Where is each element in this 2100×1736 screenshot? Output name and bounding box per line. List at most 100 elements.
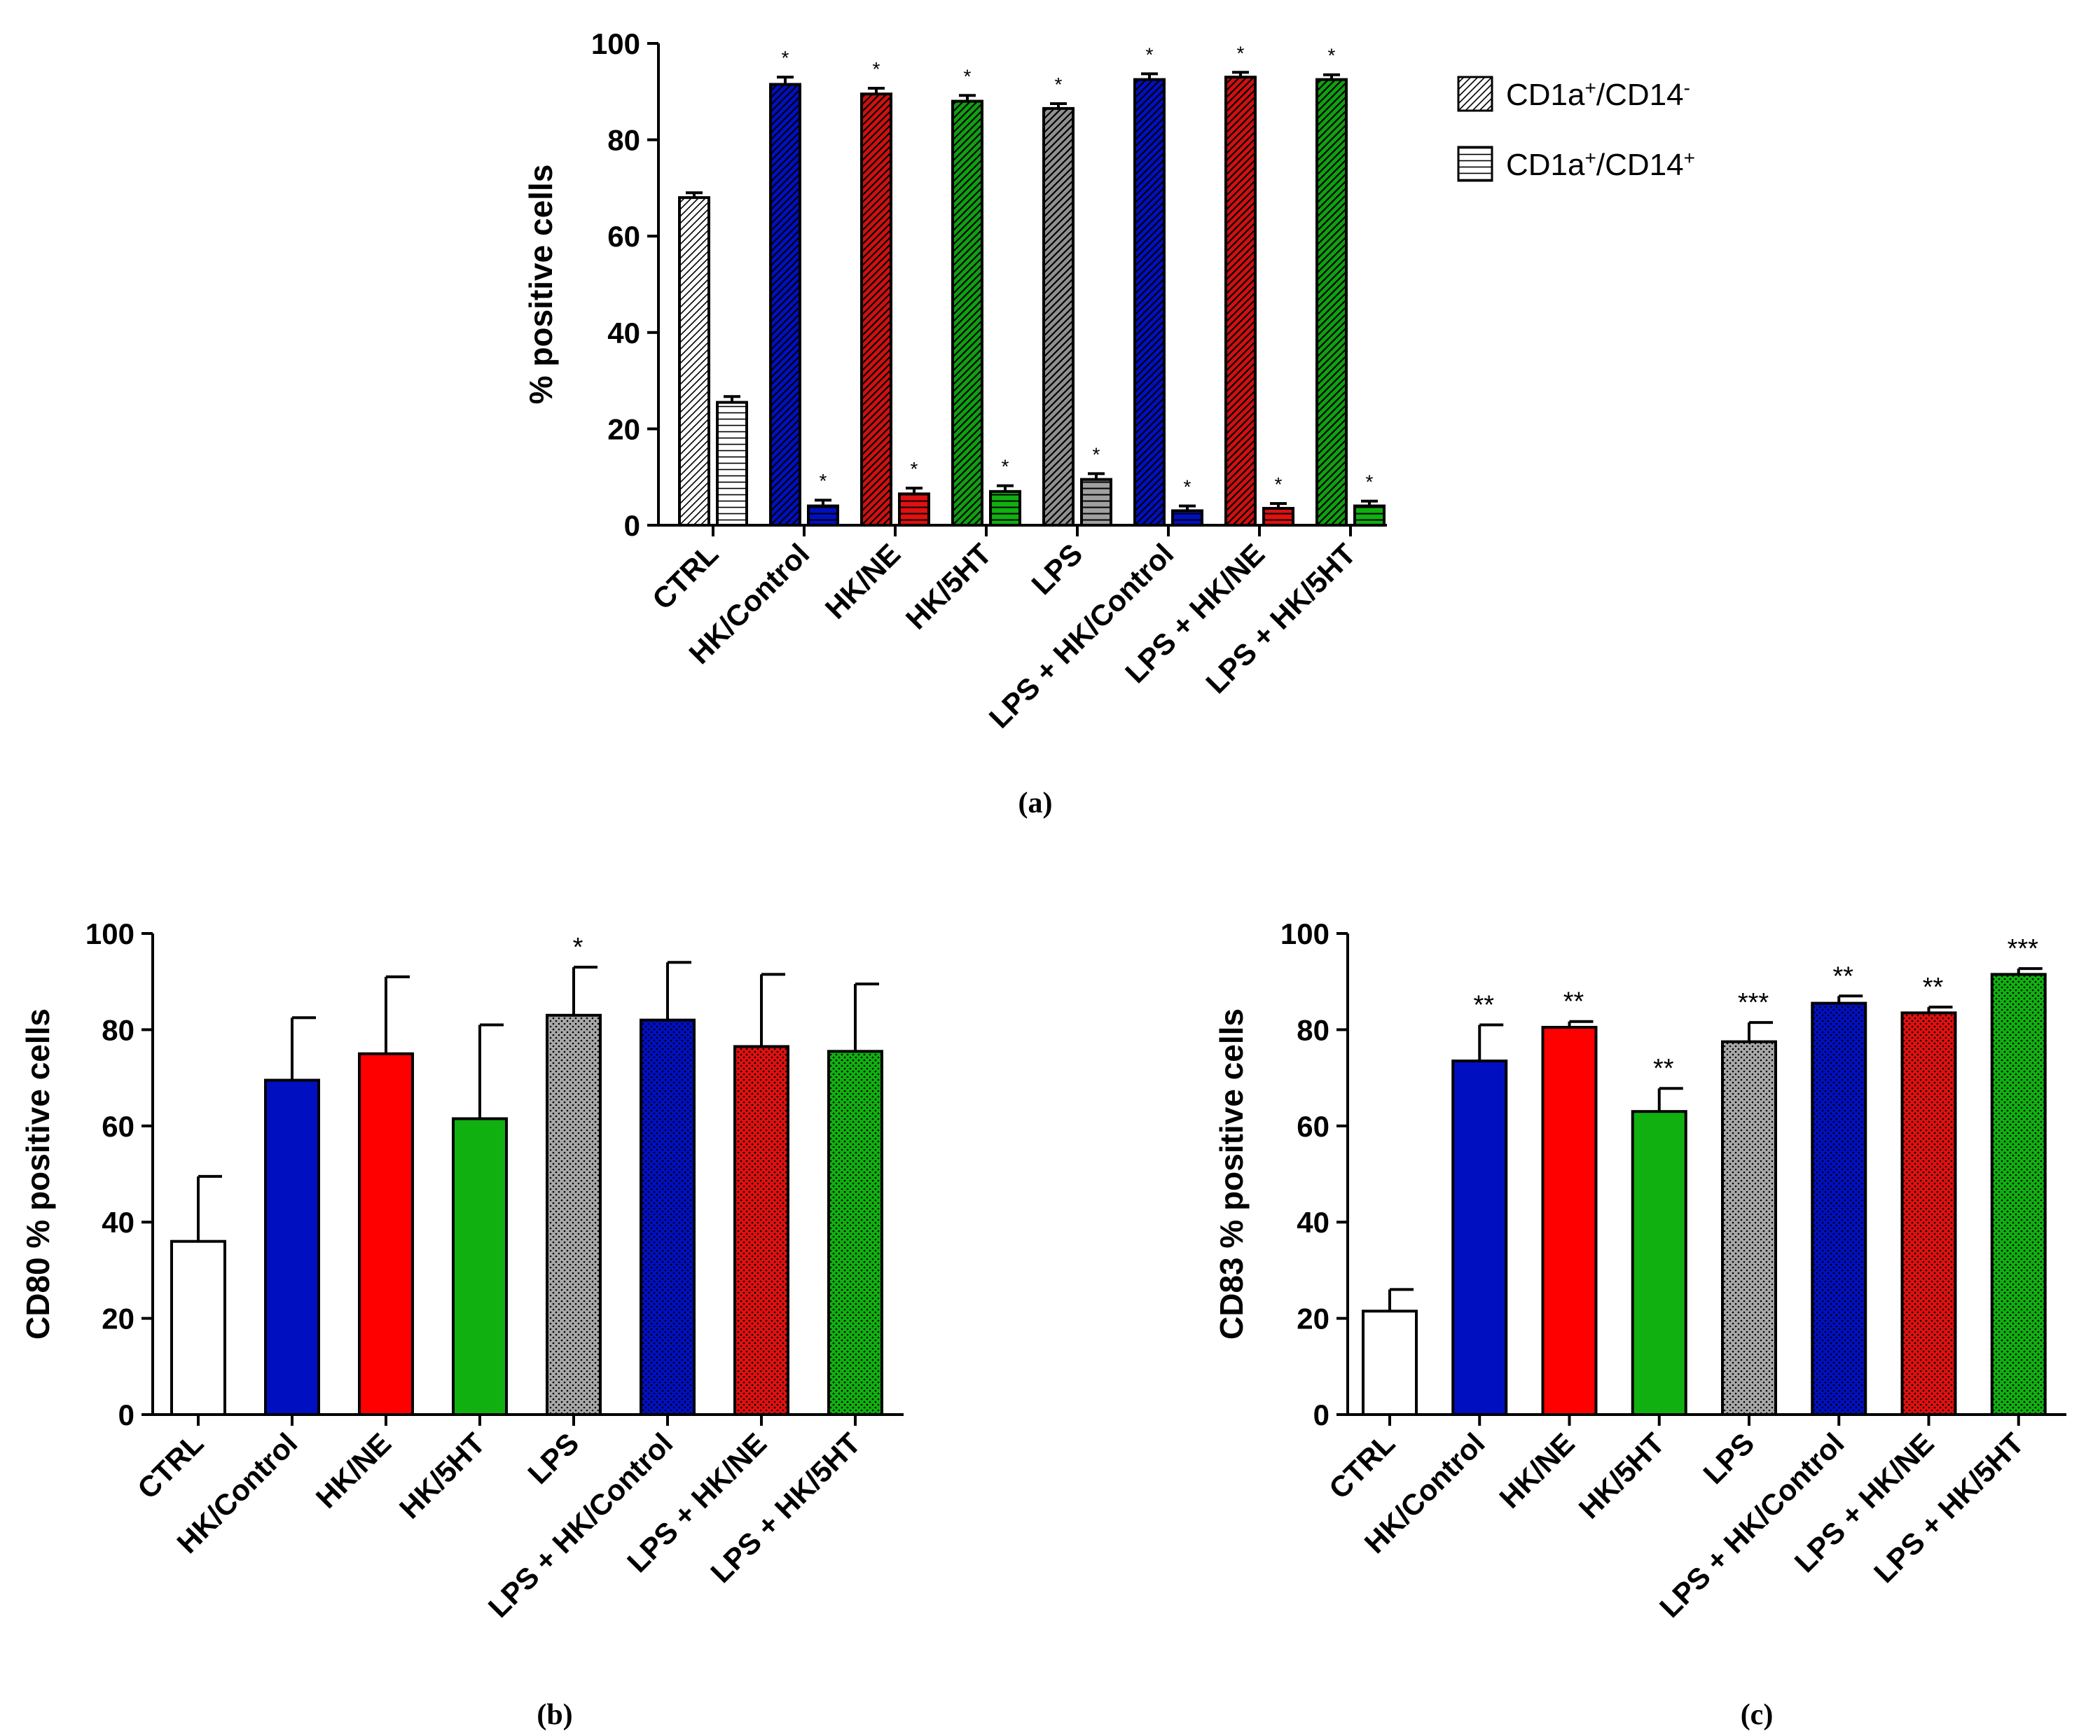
significance-marker: * xyxy=(1093,443,1100,465)
y-tick-label: 80 xyxy=(102,1013,134,1046)
x-tick-label-hk-5ht: HK/5HT xyxy=(1573,1426,1671,1525)
panel-label: (c) xyxy=(1741,1699,1774,1731)
significance-marker: * xyxy=(1275,473,1283,495)
significance-marker: * xyxy=(964,65,972,87)
bar-lps-hk-control-cd14-neg xyxy=(1133,78,1166,527)
y-tick-label: 40 xyxy=(1297,1206,1329,1239)
significance-marker: * xyxy=(1237,42,1245,64)
bar-lps-hk-ne xyxy=(1900,1011,1957,1416)
bar-lps-hk-5ht xyxy=(1990,973,2047,1416)
panel-a: 0 20 40 60 80 100 % positive cells * * * * * * * * * * * *… xyxy=(523,27,1695,819)
significance-marker: *** xyxy=(1738,988,1769,1018)
x-tick-label-hk-5ht: HK/5HT xyxy=(899,537,998,636)
y-tick-label: 0 xyxy=(1313,1398,1329,1431)
bar-ctrl-cd14-pos xyxy=(716,401,748,527)
y-tick-label: 20 xyxy=(102,1303,134,1335)
panel-b: 0 20 40 60 80 100 CD80 % positive cells * CTRL HK… xyxy=(20,917,904,1731)
bar-lps-hk-control xyxy=(1811,1001,1867,1416)
bar-ctrl-cd14-neg xyxy=(678,196,710,527)
bar-lps xyxy=(546,1013,602,1417)
y-tick-label: 0 xyxy=(624,509,640,542)
bar-lps-cd14-neg xyxy=(1042,106,1075,527)
x-tick-label-lps-hk-control: LPS + HK/Control xyxy=(482,1426,679,1624)
y-tick-label: 20 xyxy=(607,412,640,445)
x-tick-label-lps: LPS xyxy=(521,1426,585,1490)
significance-marker: * xyxy=(1328,45,1336,67)
significance-marker: *** xyxy=(2008,934,2039,964)
x-tick-label-ctrl: CTRL xyxy=(646,537,724,616)
y-tick-label: 60 xyxy=(607,220,640,253)
legend: CD1a+/CD14- CD1a+/CD14+ xyxy=(1457,76,1695,183)
x-tick-label-lps: LPS xyxy=(1025,537,1089,601)
y-axis-label: CD83 % positive cells xyxy=(1213,1008,1250,1340)
x-tick-label-hk-ne: HK/NE xyxy=(819,537,907,625)
y-tick-label: 60 xyxy=(1297,1110,1329,1143)
bar-ctrl xyxy=(1362,1310,1418,1417)
significance-marker: ** xyxy=(1653,1054,1674,1083)
y-tick-label: 40 xyxy=(102,1206,134,1239)
legend-label: CD1a+/CD14+ xyxy=(1506,147,1695,183)
bar-hk-5ht xyxy=(1631,1110,1687,1416)
significance-marker: * xyxy=(573,933,583,962)
legend-swatch-cd14-neg xyxy=(1457,76,1493,112)
bar-hk-5ht-cd14-pos xyxy=(989,489,1021,527)
x-tick-label-hk-5ht: HK/5HT xyxy=(393,1426,492,1525)
significance-marker: * xyxy=(1002,456,1009,478)
significance-marker: * xyxy=(1055,74,1063,95)
y-tick-label: 100 xyxy=(591,27,640,60)
bar-lps-hk-ne-cd14-neg xyxy=(1224,76,1257,527)
bar-lps-hk-5ht-cd14-pos xyxy=(1353,504,1386,527)
significance-marker: * xyxy=(1366,471,1374,493)
y-axis-label: CD80 % positive cells xyxy=(20,1008,56,1340)
y-tick-label: 80 xyxy=(607,124,640,157)
bar-hk-ne-cd14-neg xyxy=(860,92,892,527)
y-tick-label: 100 xyxy=(85,917,134,950)
legend-swatch-cd14-pos xyxy=(1457,146,1493,182)
bar-hk-control-cd14-neg xyxy=(769,83,801,527)
y-tick-label: 60 xyxy=(102,1110,134,1143)
bar-hk-control xyxy=(264,1078,320,1417)
bar-hk-control-cd14-pos xyxy=(807,504,839,527)
significance-marker: ** xyxy=(1473,991,1494,1020)
bar-lps-hk-control-cd14-pos xyxy=(1171,509,1203,527)
bar-lps-hk-ne xyxy=(733,1045,789,1416)
significance-marker: * xyxy=(911,458,918,480)
y-axis-label: % positive cells xyxy=(523,165,559,405)
significance-marker: * xyxy=(820,470,827,492)
bar-lps-cd14-pos xyxy=(1080,478,1112,527)
y-tick-label: 100 xyxy=(1280,917,1329,950)
bar-hk-ne xyxy=(358,1052,414,1416)
bar-ctrl xyxy=(170,1239,226,1417)
legend-label: CD1a+/CD14- xyxy=(1506,77,1690,113)
significance-marker: ** xyxy=(1832,961,1853,991)
bar-hk-ne xyxy=(1541,1025,1598,1416)
x-tick-label-ctrl: CTRL xyxy=(131,1426,209,1505)
significance-marker: * xyxy=(1184,475,1191,497)
bar-hk-ne-cd14-pos xyxy=(898,492,930,527)
x-tick-label-lps: LPS xyxy=(1697,1426,1760,1490)
y-tick-label: 80 xyxy=(1297,1013,1329,1046)
significance-marker: * xyxy=(782,47,789,69)
significance-marker: * xyxy=(873,58,880,80)
bar-lps-hk-5ht xyxy=(827,1050,883,1416)
bar-lps-hk-control xyxy=(640,1018,696,1417)
bar-lps xyxy=(1721,1040,1777,1416)
significance-marker: ** xyxy=(1923,973,1944,1002)
significance-marker: * xyxy=(1146,43,1154,65)
significance-marker: ** xyxy=(1563,987,1584,1017)
bar-lps-hk-ne-cd14-pos xyxy=(1262,506,1294,527)
bar-hk-5ht-cd14-neg xyxy=(951,99,983,527)
y-tick-label: 20 xyxy=(1297,1303,1329,1335)
panel-label: (a) xyxy=(1018,787,1053,819)
y-tick-label: 0 xyxy=(118,1398,134,1431)
x-tick-label-hk-ne: HK/NE xyxy=(310,1426,398,1515)
bar-lps-hk-5ht-cd14-neg xyxy=(1315,78,1348,527)
panel-label: (b) xyxy=(537,1699,572,1731)
bar-hk-5ht xyxy=(452,1117,508,1416)
x-tick-label-hk-ne: HK/NE xyxy=(1493,1426,1581,1515)
y-tick-label: 40 xyxy=(607,317,640,349)
bar-hk-control xyxy=(1451,1060,1508,1417)
x-tick-label-ctrl: CTRL xyxy=(1322,1426,1401,1505)
